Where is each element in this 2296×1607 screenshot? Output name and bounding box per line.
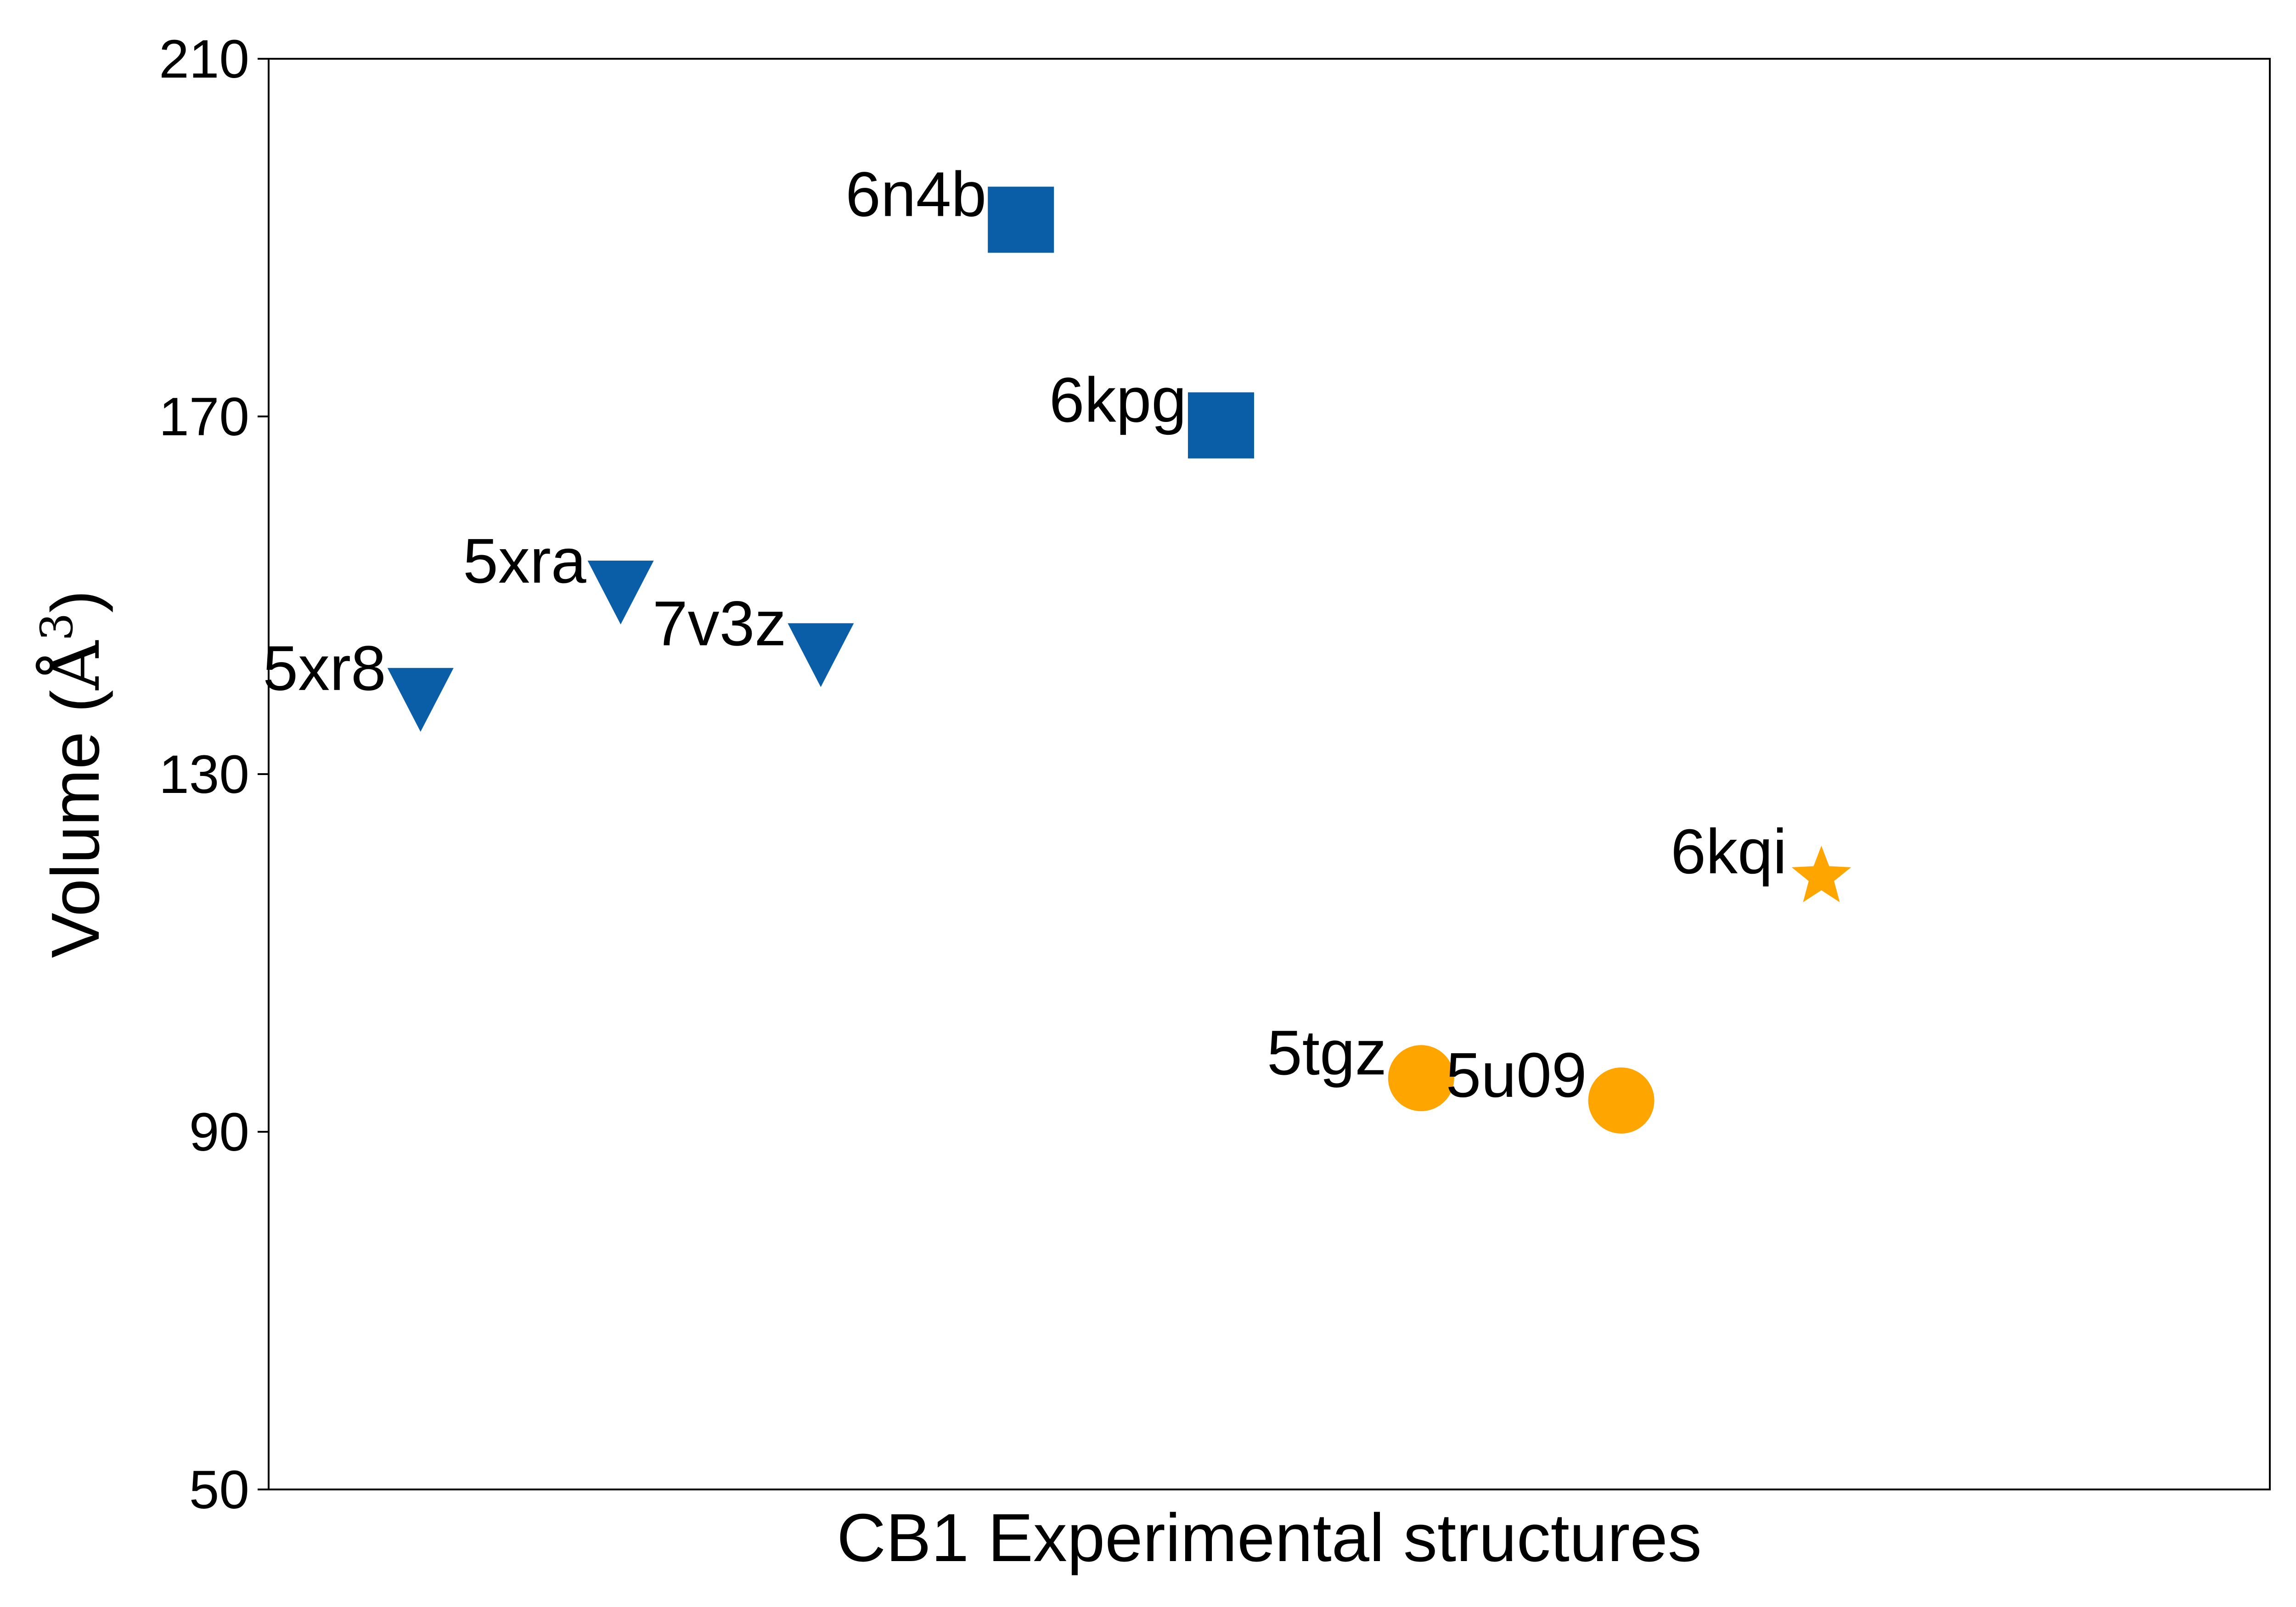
point-label-7v3z: 7v3z xyxy=(653,588,787,659)
data-markers xyxy=(387,186,1851,1134)
point-label-6kpg: 6kpg xyxy=(1049,365,1187,435)
point-label-6n4b: 6n4b xyxy=(845,159,986,230)
marker-6kqi xyxy=(1791,846,1851,902)
point-labels: 5xr8 5xra 7v3z 6n4b 6kpg 5tgz 5u09 6kqi xyxy=(263,159,1787,1111)
point-label-5tgz: 5tgz xyxy=(1267,1017,1387,1088)
y-axis-ticks: 50 90 130 170 210 xyxy=(159,29,269,1520)
marker-6kpg xyxy=(1188,392,1254,459)
x-axis-title: CB1 Experimental structures xyxy=(837,1500,1702,1576)
marker-5u09 xyxy=(1588,1067,1654,1134)
marker-7v3z xyxy=(788,623,854,687)
marker-5xr8 xyxy=(387,668,454,732)
y-axis-title-close: ) xyxy=(38,590,113,612)
y-tick-label: 210 xyxy=(159,29,249,90)
marker-5tgz xyxy=(1388,1045,1454,1112)
y-tick-label: 170 xyxy=(159,387,249,447)
y-tick-label: 90 xyxy=(189,1102,249,1163)
plot-frame xyxy=(268,58,2271,1490)
marker-5xra xyxy=(587,561,654,625)
marker-6n4b xyxy=(988,186,1054,253)
point-label-5xra: 5xra xyxy=(463,526,586,596)
y-axis-title-unit: Å xyxy=(35,640,115,691)
point-label-6kqi: 6kqi xyxy=(1671,816,1787,887)
y-axis-title-text: Volume ( xyxy=(38,690,113,958)
point-label-5xr8: 5xr8 xyxy=(263,633,386,704)
y-axis-title-exponent: 3 xyxy=(31,613,83,641)
y-tick-label: 130 xyxy=(159,744,249,805)
y-axis-title: Volume (Å3) xyxy=(31,590,115,958)
point-label-5u09: 5u09 xyxy=(1446,1040,1587,1111)
y-tick-label: 50 xyxy=(189,1460,249,1520)
